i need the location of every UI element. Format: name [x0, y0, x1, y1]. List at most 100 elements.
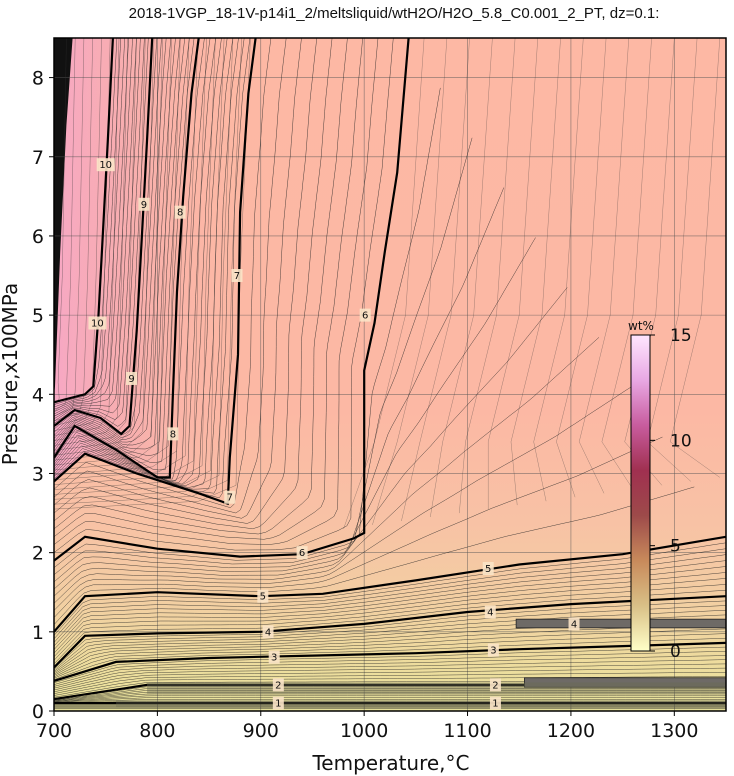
minor-contour [54, 38, 222, 485]
x-tick-label: 900 [243, 720, 279, 742]
minor-contour [54, 237, 536, 590]
contour-label-bg [489, 678, 501, 692]
major-contour-5 [54, 535, 726, 633]
contour-label: 5 [485, 564, 491, 575]
x-tick-label: 1200 [547, 720, 595, 742]
major-contour-4 [54, 595, 726, 669]
minor-contour [54, 38, 102, 427]
minor-contour [54, 187, 505, 583]
minor-contour [54, 38, 181, 450]
minor-contour [54, 38, 118, 405]
minor-contour [54, 38, 242, 505]
minor-contour [54, 38, 348, 535]
contour-label: 2 [275, 680, 281, 691]
contour-label: 6 [362, 311, 368, 322]
minor-contour [54, 584, 726, 661]
minor-contour [54, 38, 251, 510]
contour-label-bg [88, 316, 107, 330]
contour-label-bg [296, 546, 308, 560]
minor-contour [54, 693, 726, 702]
x-tick-label: 800 [139, 720, 175, 742]
contour-label-bg [487, 643, 499, 657]
minor-contour [54, 38, 379, 545]
contour-label: 1 [275, 699, 281, 710]
minor-contour [54, 38, 155, 456]
minor-contour [54, 38, 85, 417]
minor-contour [54, 38, 93, 422]
contour-label: 4 [265, 627, 271, 638]
minor-contour [372, 38, 448, 525]
contour-label: 4 [571, 619, 577, 630]
x-axis-label: Temperature,°C [311, 751, 469, 775]
minor-contour [510, 38, 561, 506]
minor-contour [54, 38, 272, 508]
minor-contour [54, 38, 199, 480]
contour-label: 6 [299, 548, 305, 559]
contour-label: 4 [487, 608, 493, 619]
minor-contour [54, 572, 726, 654]
minor-contour [54, 38, 228, 487]
x-tick-label: 1100 [443, 720, 491, 742]
contour-label: 1 [492, 699, 498, 710]
minor-contour [54, 38, 234, 488]
minor-contour [54, 600, 726, 669]
minor-contour [54, 560, 726, 647]
minor-contour [54, 38, 129, 412]
high-water-region [54, 38, 256, 504]
contour-label-bg [167, 427, 179, 441]
minor-contour [54, 38, 137, 446]
minor-contour [54, 691, 726, 701]
minor-contour [54, 548, 726, 640]
major-contour-9 [54, 38, 154, 436]
contour-label-bg [96, 158, 115, 172]
contour-label: 5 [260, 592, 266, 603]
band-artifact [524, 677, 726, 688]
minor-contour [54, 38, 225, 495]
minor-contour [54, 38, 137, 417]
contour-labels: 1 1 2 2 3 3 4 4 4 5 5 6 6 7 7 8 8 9 9 10 10 [88, 158, 580, 710]
minor-contour [601, 38, 652, 490]
minor-contour [54, 667, 726, 693]
contour-label-bg [568, 617, 580, 631]
minor-contour [54, 628, 726, 678]
minor-contour [54, 287, 568, 597]
contour-label-bg [224, 490, 236, 504]
major-contour-7 [54, 38, 257, 506]
minor-contour [54, 623, 726, 676]
minor-contour [54, 38, 287, 514]
band-artifact [116, 699, 726, 708]
contour-label: 3 [271, 653, 277, 664]
y-tick-label: 3 [32, 463, 44, 485]
minor-contour [54, 663, 726, 691]
contour-label-bg [138, 197, 150, 211]
colorbar-scale [630, 334, 651, 652]
minor-contour [647, 38, 698, 482]
minor-contour [54, 38, 172, 466]
minor-contour [54, 38, 133, 415]
y-tick-label: 7 [32, 147, 44, 169]
y-tick-label: 1 [32, 622, 44, 644]
band-artifact [515, 618, 726, 629]
contour-label: 7 [227, 493, 233, 504]
minor-contour [54, 38, 363, 540]
major-contour-2 [54, 683, 726, 701]
minor-contour [54, 609, 726, 672]
minor-contour [54, 637, 726, 680]
major-contour-3 [54, 641, 726, 682]
contour-label-bg [174, 205, 186, 219]
minor-contour [669, 38, 720, 478]
minor-contour [54, 542, 726, 636]
minor-contour [54, 659, 726, 689]
colorbar-unit: wt% [628, 319, 654, 333]
contour-label-bg [484, 605, 496, 619]
y-tick-label: 6 [32, 226, 44, 248]
contour-label-bg [482, 561, 494, 575]
contour-label-bg [489, 696, 501, 710]
minor-contour [54, 38, 195, 471]
contour-label-bg [272, 696, 284, 710]
minor-contour [54, 38, 302, 519]
minor-contour [54, 386, 631, 611]
y-tick-label: 4 [32, 384, 44, 406]
minor-contour [54, 137, 473, 575]
